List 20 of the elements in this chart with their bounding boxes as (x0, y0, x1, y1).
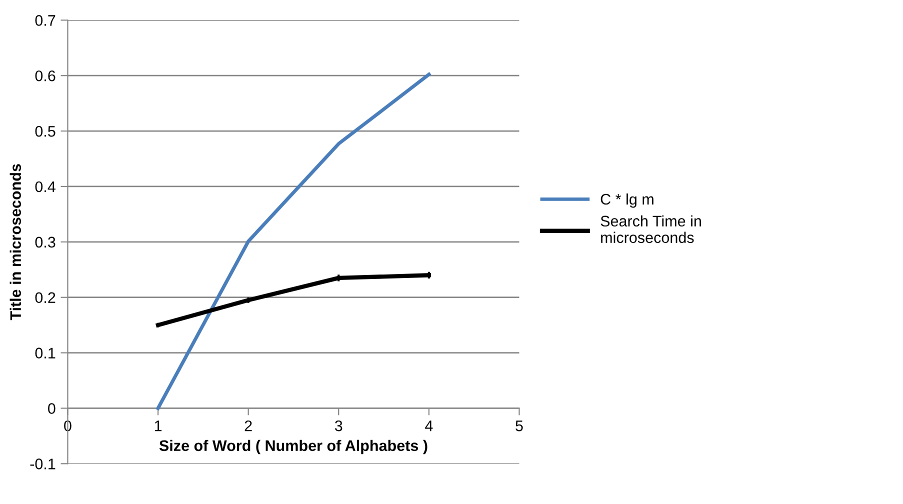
x-axis-title: Size of Word ( Number of Alphabets ) (159, 440, 428, 454)
y-tick-label: -0.1 (30, 458, 56, 470)
y-tick-label: 0 (48, 403, 56, 414)
y-tick-label: 0.7 (35, 15, 56, 26)
y-tick-label: 0.3 (35, 236, 56, 248)
y-tick-label: 0.2 (35, 292, 56, 304)
x-tick-label: 1 (154, 420, 162, 432)
y-tick-label: 0.1 (35, 348, 56, 358)
x-tick-label: 3 (334, 420, 342, 432)
y-axis-title: Title in microseconds (10, 164, 22, 320)
y-tick-label: 0.4 (35, 181, 56, 192)
legend-label: Search Time in microseconds (600, 215, 701, 244)
line-series (156, 72, 431, 410)
x-tick-label: 0 (64, 420, 72, 432)
y-tick-label: 0.6 (35, 70, 56, 82)
x-tick-label: 4 (425, 420, 433, 432)
legend-label: C * lg m (600, 193, 654, 208)
y-tick-label: 0.5 (35, 126, 56, 137)
x-tick-label: 5 (516, 420, 523, 432)
x-tick-label: 2 (244, 420, 252, 432)
